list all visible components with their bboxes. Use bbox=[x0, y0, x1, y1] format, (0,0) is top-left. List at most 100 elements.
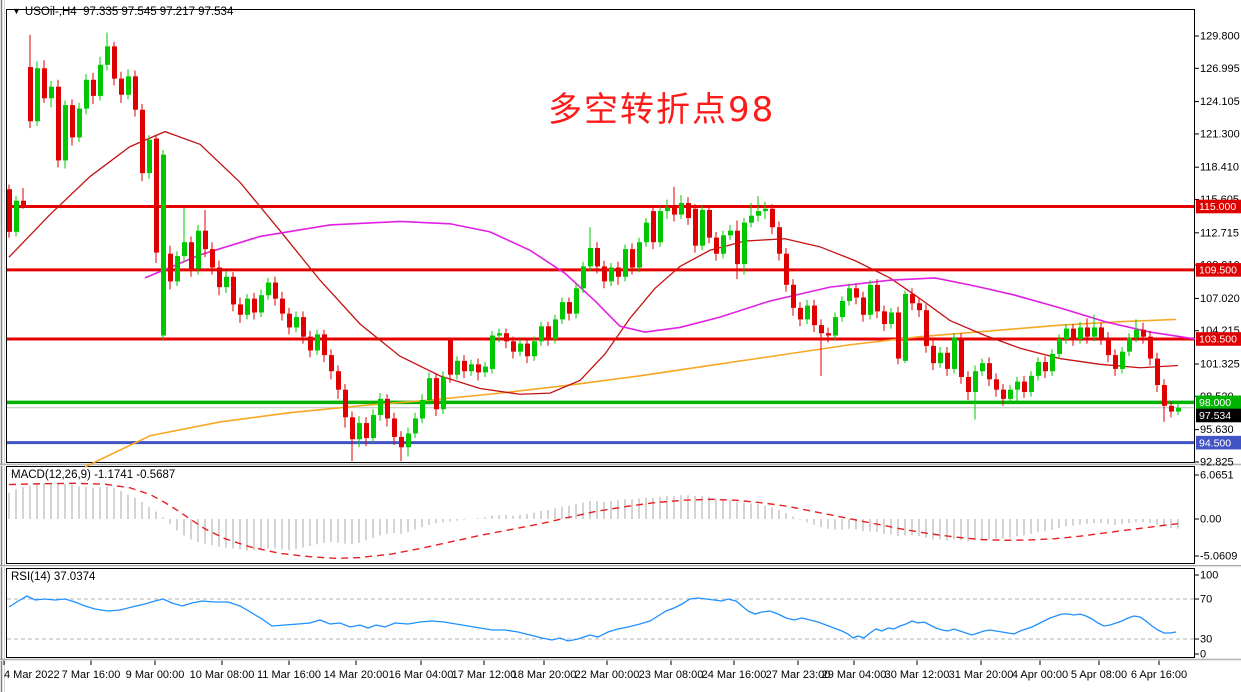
candle-body bbox=[595, 247, 600, 267]
candle-body bbox=[1113, 355, 1118, 369]
candle-body bbox=[329, 355, 334, 372]
candle-body bbox=[952, 337, 957, 369]
candle-body bbox=[112, 46, 117, 79]
candle-body bbox=[644, 222, 649, 243]
rsi-panel[interactable] bbox=[6, 568, 1195, 658]
date-tick-label: 22 Mar 00:00 bbox=[575, 669, 640, 681]
candle-body bbox=[266, 282, 271, 296]
candle-body bbox=[882, 311, 887, 324]
candle-body bbox=[623, 249, 628, 277]
candle-body bbox=[868, 284, 873, 315]
price-tick-label: 92.825 bbox=[1200, 456, 1234, 468]
candle-body bbox=[658, 211, 663, 243]
candle-body bbox=[728, 230, 733, 236]
date-tick-label: 23 Mar 08:00 bbox=[639, 669, 704, 681]
macd-indicator-label: MACD(12,26,9) -1.1741 -0.5687 bbox=[11, 469, 176, 481]
candle-body bbox=[308, 336, 313, 351]
date-tick-label: 7 Mar 16:00 bbox=[62, 669, 121, 681]
candle-body bbox=[714, 237, 719, 254]
macd-panel[interactable] bbox=[6, 466, 1195, 564]
candle-body bbox=[406, 433, 411, 448]
date-tick-label: 5 Apr 08:00 bbox=[1071, 669, 1127, 681]
candle-body bbox=[777, 227, 782, 254]
candle-body bbox=[637, 242, 642, 268]
candle-body bbox=[1022, 381, 1027, 392]
candle-body bbox=[567, 302, 572, 314]
rsi-line bbox=[8, 595, 1177, 642]
candle-body bbox=[168, 253, 173, 282]
price-tick-label: 112.715 bbox=[1200, 227, 1239, 239]
candle-body bbox=[1071, 328, 1076, 339]
date-tick-label: 24 Mar 16:00 bbox=[702, 669, 767, 681]
candle-body bbox=[665, 207, 670, 212]
candle-body bbox=[1162, 385, 1167, 406]
macd-tick-label: 0.00 bbox=[1200, 514, 1221, 526]
candle-body bbox=[98, 64, 103, 96]
candle-body bbox=[364, 423, 369, 439]
candle-body bbox=[1134, 329, 1139, 338]
price-tick-label: 129.800 bbox=[1200, 31, 1240, 43]
candle-body bbox=[1155, 358, 1160, 386]
candle-body bbox=[140, 109, 145, 174]
candle-body bbox=[875, 284, 880, 312]
candle-body bbox=[917, 303, 922, 311]
price-badge-109.500 bbox=[1196, 263, 1241, 277]
candle-body bbox=[455, 360, 460, 375]
candle-body bbox=[651, 211, 656, 243]
candle-body bbox=[147, 139, 152, 174]
price-badge-97.534 bbox=[1196, 408, 1241, 423]
price-badge-label: 97.534 bbox=[1199, 410, 1231, 422]
candle-body bbox=[490, 335, 495, 369]
candle-body bbox=[322, 334, 327, 356]
candle-body bbox=[161, 154, 166, 336]
price-badge-label: 98.000 bbox=[1199, 397, 1231, 409]
candle-body bbox=[812, 305, 817, 326]
candle-body bbox=[203, 230, 208, 250]
date-tick-label: 17 Mar 12:00 bbox=[452, 669, 517, 681]
candle-body bbox=[224, 276, 229, 288]
candle-body bbox=[700, 209, 705, 246]
candle-body bbox=[1057, 338, 1062, 354]
candle-body bbox=[196, 230, 201, 269]
candle-body bbox=[1099, 327, 1104, 338]
candle-body bbox=[378, 398, 383, 416]
candle-body bbox=[735, 230, 740, 265]
candle-body bbox=[133, 76, 138, 110]
date-tick-label: 27 Mar 23:00 bbox=[766, 669, 831, 681]
candle-body bbox=[602, 266, 607, 282]
candle-body bbox=[245, 298, 250, 315]
candle-body bbox=[910, 294, 915, 304]
candle-body bbox=[273, 282, 278, 299]
symbol-info-bar[interactable]: ▼ USOil-,H4 97.335 97.545 97.217 97.534 bbox=[12, 6, 233, 18]
candle-body bbox=[959, 337, 964, 377]
candle-body bbox=[427, 378, 432, 401]
candle-body bbox=[889, 312, 894, 324]
candle-body bbox=[483, 366, 488, 373]
candle-body bbox=[581, 266, 586, 289]
candle-body bbox=[1036, 362, 1041, 376]
candle-body bbox=[413, 418, 418, 434]
ma-red-line bbox=[8, 130, 1179, 395]
candle-body bbox=[770, 208, 775, 228]
price-panel[interactable] bbox=[6, 9, 1195, 463]
price-badge-98.000 bbox=[1196, 395, 1241, 410]
candle-body bbox=[294, 317, 299, 328]
price-badge-94.500 bbox=[1196, 435, 1241, 450]
price-tick-label: 107.020 bbox=[1200, 293, 1240, 305]
candle-body bbox=[385, 398, 390, 419]
candle-body bbox=[371, 415, 376, 439]
candle-body bbox=[1106, 337, 1111, 356]
candle-body bbox=[826, 333, 831, 336]
symbol-dropdown-icon[interactable]: ▼ bbox=[12, 6, 21, 16]
candle-body bbox=[679, 203, 684, 215]
candle-body bbox=[574, 288, 579, 314]
candle-body bbox=[357, 423, 362, 440]
candle-body bbox=[1029, 375, 1034, 392]
date-tick-label: 4 Apr 00:00 bbox=[1012, 669, 1068, 681]
candle-body bbox=[175, 256, 180, 282]
candle-body bbox=[707, 209, 712, 238]
candle-body bbox=[938, 352, 943, 364]
price-tick-label: 121.300 bbox=[1200, 128, 1240, 140]
candle-body bbox=[749, 215, 754, 223]
